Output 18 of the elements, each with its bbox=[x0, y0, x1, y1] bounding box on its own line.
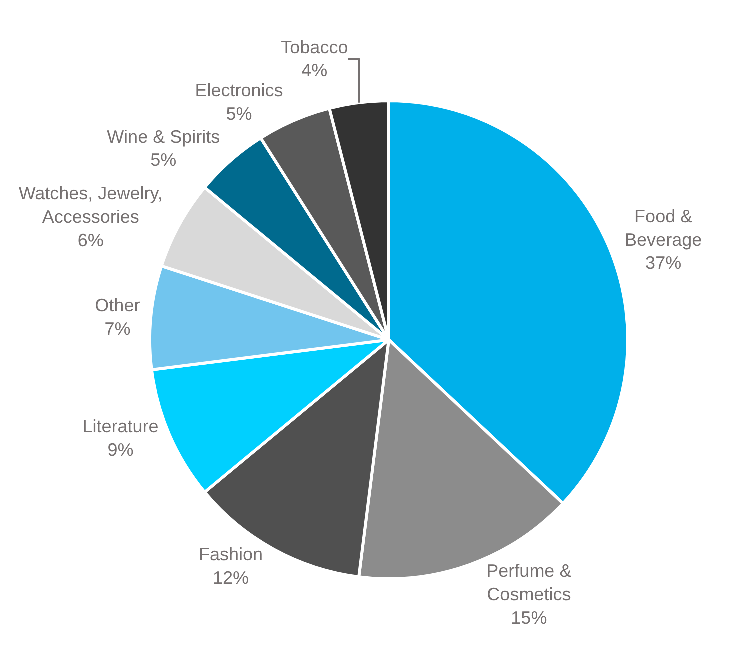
data-label: 9% bbox=[108, 440, 134, 460]
data-label: 7% bbox=[104, 319, 131, 340]
data-label: 12% bbox=[212, 568, 250, 588]
slice-label: Food & Beverage bbox=[625, 206, 702, 250]
data-label: 6% bbox=[78, 230, 104, 251]
data-label: 5% bbox=[150, 150, 177, 170]
slice-label: Electronics bbox=[195, 80, 284, 101]
data-label: 37% bbox=[646, 253, 682, 274]
data-label: 15% bbox=[511, 608, 548, 628]
slice-label: Literature bbox=[82, 416, 159, 437]
slice-label: Fashion bbox=[198, 544, 264, 564]
data-label: 5% bbox=[226, 104, 252, 124]
slice-label: Watches, Jewelry, Accessories bbox=[18, 184, 163, 228]
data-label: 4% bbox=[302, 60, 328, 81]
slice-label: Wine & Spirits bbox=[107, 126, 220, 147]
slice-label: Other bbox=[95, 296, 140, 316]
slice-label: Perfume & Cosmetics bbox=[486, 561, 572, 604]
slice-label: Tobacco bbox=[281, 37, 348, 58]
